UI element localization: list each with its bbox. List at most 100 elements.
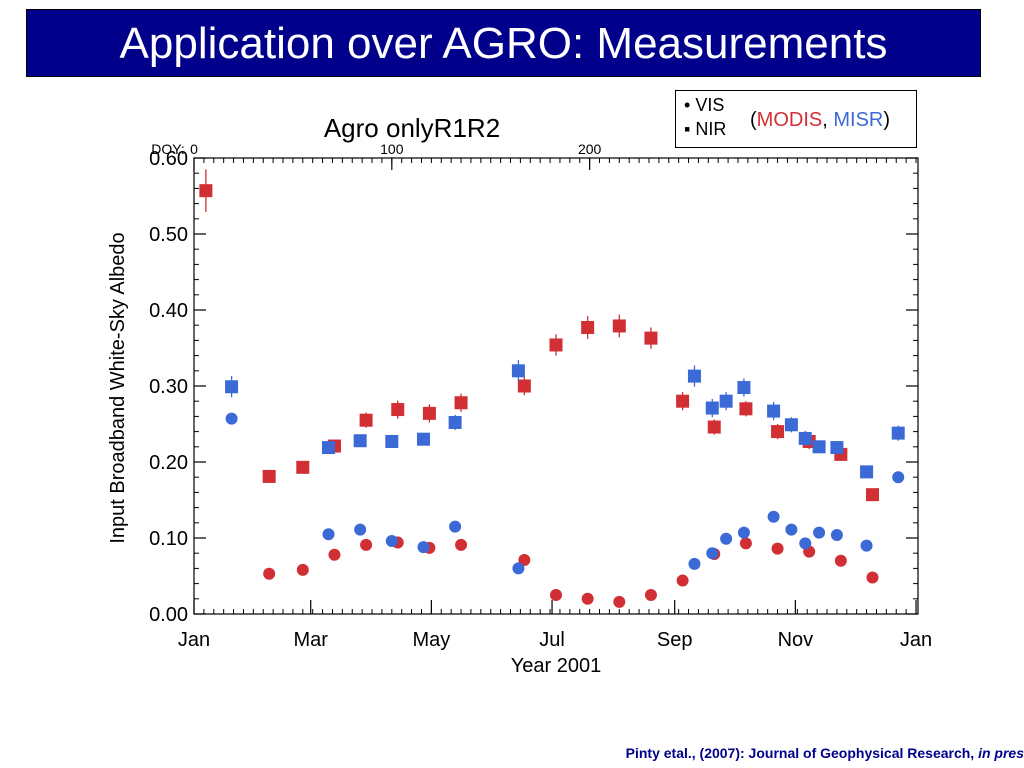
legend-comma: , <box>822 109 834 131</box>
x-axis-title: Year 2001 <box>511 655 601 677</box>
data-point-square <box>739 402 753 416</box>
data-point-square <box>719 394 733 408</box>
series-modis-vis <box>263 536 879 608</box>
data-point-circle <box>225 412 238 425</box>
data-point-square <box>705 401 719 415</box>
data-point-circle <box>739 537 752 550</box>
legend-item-vis: • VIS <box>684 95 724 116</box>
top-axis-tick-label: 100 <box>380 141 404 157</box>
citation-status: in pres <box>978 745 1024 761</box>
data-point-square <box>322 441 336 455</box>
data-point-square <box>644 331 658 345</box>
legend-box: • VIS ▪ NIR (MODIS, MISR) <box>675 90 917 148</box>
data-point-circle <box>676 574 689 587</box>
slide-title: Application over AGRO: Measurements <box>119 19 888 68</box>
data-point-square <box>581 320 595 334</box>
data-point-square <box>353 434 367 448</box>
data-point-circle <box>328 548 341 561</box>
data-point-square <box>767 404 781 418</box>
data-point-circle <box>860 539 873 552</box>
top-axis-tick-label: 0 <box>190 141 198 157</box>
data-point-square <box>511 364 525 378</box>
data-point-circle <box>417 541 430 554</box>
data-point-circle <box>830 528 843 541</box>
x-tick-label: Jan <box>900 629 932 651</box>
x-tick-label: Sep <box>657 629 693 651</box>
data-point-circle <box>581 592 594 605</box>
legend-close-paren: ) <box>883 109 891 131</box>
data-point-square <box>225 380 239 394</box>
circle-marker-icon: • <box>684 95 691 115</box>
series-misr-vis <box>225 412 905 575</box>
data-point-square <box>830 441 844 455</box>
legend-misr-label: MISR <box>833 109 884 131</box>
data-point-circle <box>799 537 812 550</box>
square-marker-icon: ▪ <box>684 119 691 139</box>
data-point-circle <box>785 523 798 536</box>
data-point-square <box>860 465 874 479</box>
data-point-square <box>262 469 276 483</box>
top-axis-tick-label: 200 <box>578 141 602 157</box>
data-point-square <box>517 379 531 393</box>
top-axis-label: DOY: <box>151 141 184 157</box>
data-point-square <box>707 420 721 434</box>
legend-nir-label: NIR <box>695 119 727 139</box>
y-axis-title: Input Broadband White-Sky Albedo <box>107 232 129 543</box>
data-point-circle <box>892 471 905 484</box>
y-tick-label: 0.50 <box>149 224 188 246</box>
data-point-circle <box>385 535 398 548</box>
data-point-circle <box>449 520 462 533</box>
x-tick-label: May <box>412 629 450 651</box>
y-tick-label: 0.40 <box>149 300 188 322</box>
x-tick-label: Jul <box>539 629 565 651</box>
data-point-square <box>454 396 468 410</box>
data-point-square <box>771 425 785 439</box>
data-point-circle <box>771 542 784 555</box>
data-point-square <box>416 432 430 446</box>
data-point-square <box>199 184 213 198</box>
data-point-square <box>359 413 373 427</box>
data-point-circle <box>688 557 701 570</box>
legend-vis-label: VIS <box>695 95 725 115</box>
data-point-circle <box>512 562 525 575</box>
legend-modis-label: MODIS <box>756 109 823 131</box>
data-point-circle <box>644 589 657 601</box>
data-point-circle <box>360 538 373 551</box>
data-point-square <box>296 460 310 474</box>
legend-open-paren: ( <box>750 109 757 131</box>
data-point-square <box>676 394 690 408</box>
data-point-circle <box>322 528 335 541</box>
data-point-square <box>391 403 405 417</box>
legend-item-nir: ▪ NIR <box>684 119 726 140</box>
y-tick-label: 0.20 <box>149 452 188 474</box>
y-tick-label: 0.60 <box>149 148 188 170</box>
data-point-circle <box>613 595 626 608</box>
x-tick-label: Mar <box>293 629 328 651</box>
citation-footer: Pinty etal., (2007): Journal of Geophysi… <box>626 745 1024 761</box>
legend-sources: (MODIS, MISR) <box>750 109 890 132</box>
data-point-circle <box>737 526 750 539</box>
y-tick-label: 0.10 <box>149 528 188 550</box>
x-tick-label: Nov <box>778 629 814 651</box>
x-tick-label: Jan <box>178 629 210 651</box>
data-point-square <box>798 431 812 445</box>
series-misr-nir <box>225 360 905 479</box>
data-point-circle <box>720 532 733 545</box>
data-point-circle <box>813 526 826 539</box>
y-tick-label: 0.30 <box>149 376 188 398</box>
series-modis-nir <box>199 169 880 502</box>
data-point-circle <box>866 571 879 584</box>
data-point-circle <box>518 554 531 567</box>
citation-text: Pinty etal., (2007): Journal of Geophysi… <box>625 745 979 761</box>
data-point-circle <box>455 538 468 551</box>
data-point-square <box>612 319 626 333</box>
data-point-square <box>549 338 563 352</box>
chart-title: Agro onlyR1R2 <box>324 113 500 143</box>
data-point-square <box>422 406 436 420</box>
data-point-circle <box>354 523 367 536</box>
data-point-circle <box>706 547 719 560</box>
y-tick-label: 0.00 <box>149 604 188 626</box>
data-point-circle <box>834 554 847 567</box>
slide-title-bar: Application over AGRO: Measurements <box>26 9 981 77</box>
